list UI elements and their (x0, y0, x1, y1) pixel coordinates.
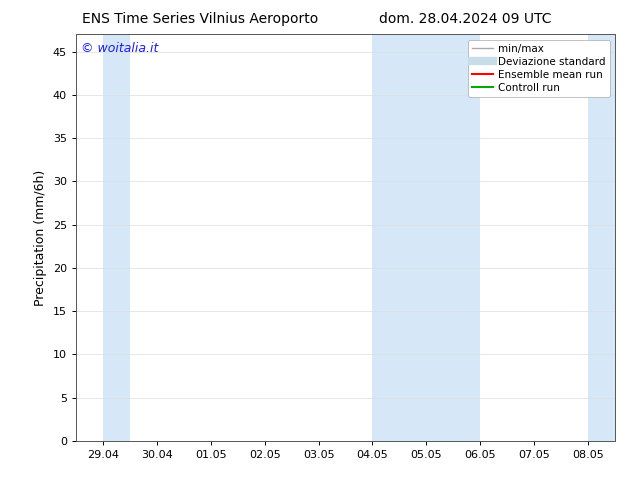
Bar (373, 34, 481, 441)
Legend: min/max, Deviazione standard, Ensemble mean run, Controll run: min/max, Deviazione standard, Ensemble m… (468, 40, 610, 97)
Text: © woitalia.it: © woitalia.it (81, 43, 159, 55)
Bar (103, 34, 130, 441)
Text: ENS Time Series Vilnius Aeroporto: ENS Time Series Vilnius Aeroporto (82, 12, 319, 26)
Bar (588, 34, 615, 441)
Text: dom. 28.04.2024 09 UTC: dom. 28.04.2024 09 UTC (379, 12, 552, 26)
Y-axis label: Precipitation (mm/6h): Precipitation (mm/6h) (34, 170, 48, 306)
